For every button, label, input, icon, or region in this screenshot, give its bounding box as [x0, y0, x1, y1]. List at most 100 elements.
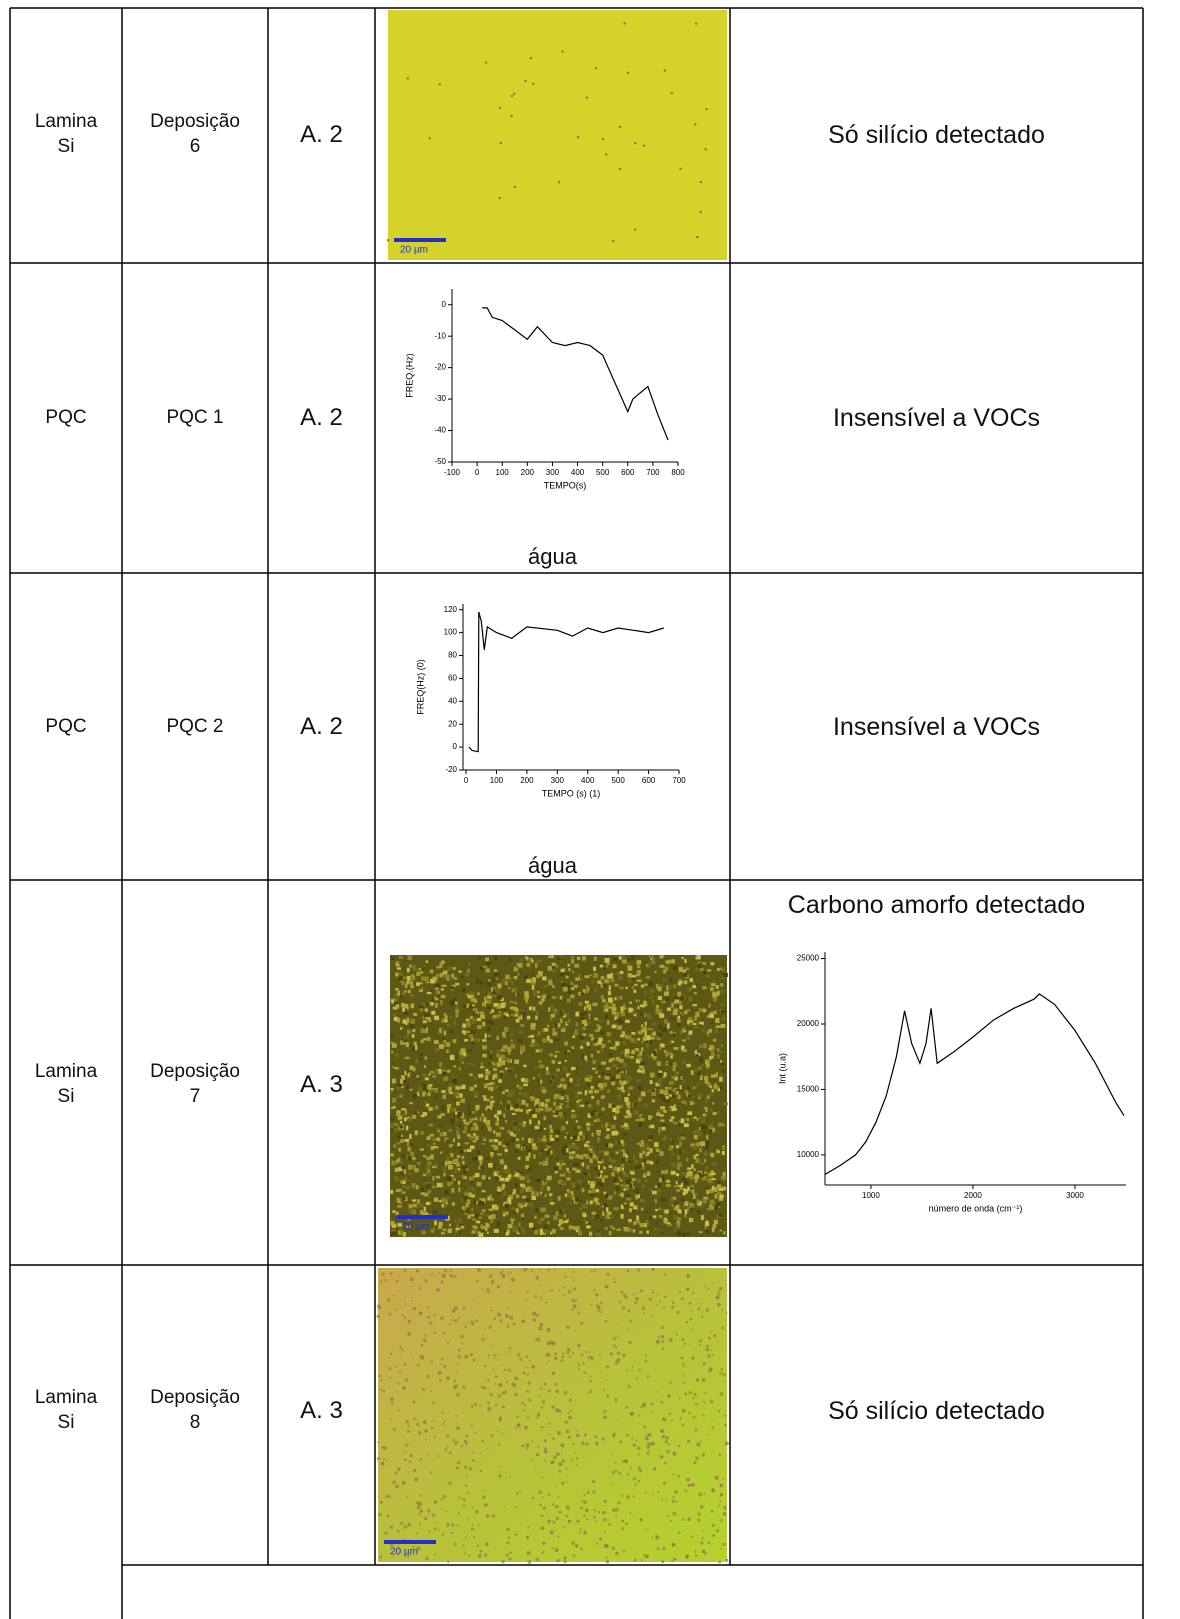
surface-grain: [699, 1205, 704, 1207]
surface-grain: [637, 1006, 639, 1010]
surface-speck: [701, 1316, 703, 1318]
surface-speck: [560, 1359, 563, 1362]
surface-grain: [592, 1042, 594, 1046]
surface-grain: [402, 1154, 405, 1157]
surface-speck: [664, 1273, 667, 1276]
surface-speck: [498, 1474, 501, 1477]
surface-grain: [513, 1189, 516, 1193]
surface-grain: [437, 1183, 442, 1187]
surface-speck: [694, 1461, 697, 1464]
surface-grain: [503, 1034, 506, 1037]
surface-speck: [527, 1527, 529, 1529]
surface-grain: [490, 1096, 493, 1099]
surface-grain: [565, 1050, 568, 1054]
surface-speck: [381, 1380, 383, 1382]
surface-grain: [409, 964, 412, 967]
surface-speck: [400, 1522, 403, 1525]
surface-grain: [723, 973, 728, 977]
surface-speck: [716, 1296, 720, 1300]
surface-speck: [532, 1312, 536, 1316]
surface-grain: [537, 1044, 539, 1046]
surface-speck: [697, 1519, 700, 1522]
surface-grain: [489, 1209, 494, 1211]
surface-grain: [640, 1061, 645, 1065]
surface-grain: [392, 1043, 397, 1047]
surface-speck: [425, 1439, 427, 1441]
surface-speck: [666, 1436, 669, 1439]
surface-grain: [699, 1142, 704, 1145]
surface-grain: [527, 961, 531, 963]
surface-grain: [391, 1000, 394, 1004]
surface-grain: [494, 1115, 497, 1118]
surface-speck: [501, 1560, 505, 1564]
surface-grain: [605, 1015, 608, 1019]
surface-grain: [485, 1034, 487, 1039]
surface-speck: [455, 1415, 457, 1417]
surface-grain: [443, 1079, 447, 1081]
surface-grain: [560, 1084, 563, 1088]
surface-grain: [544, 1149, 548, 1151]
surface-grain: [560, 1174, 565, 1176]
surface-speck: [629, 1320, 632, 1323]
surface-grain: [402, 1191, 406, 1193]
surface-grain: [477, 1150, 480, 1154]
surface-grain: [486, 1157, 489, 1159]
surface-grain: [519, 1092, 521, 1094]
surface-grain: [608, 998, 613, 1003]
surface-speck: [514, 1377, 518, 1381]
surface-grain: [396, 1087, 401, 1090]
surface-speck: [506, 1541, 509, 1544]
surface-grain: [592, 980, 595, 983]
surface-grain: [498, 1141, 502, 1145]
surface-grain: [497, 1036, 499, 1040]
surface-grain: [526, 1156, 530, 1161]
surface-grain: [688, 1171, 693, 1176]
surface-grain: [454, 1220, 456, 1223]
surface-grain: [447, 966, 450, 971]
surface-grain: [584, 975, 589, 978]
surface-grain: [619, 1193, 622, 1196]
surface-grain: [659, 1178, 662, 1183]
surface-grain: [493, 989, 495, 992]
surface-grain: [612, 1064, 617, 1068]
surface-grain: [493, 1130, 495, 1133]
surface-grain: [526, 1147, 528, 1149]
surface-grain: [514, 987, 517, 992]
surface-grain: [514, 976, 518, 979]
surface-grain: [449, 1129, 452, 1132]
surface-speck: [587, 1491, 590, 1494]
surface-speck: [474, 1432, 476, 1434]
surface-grain: [617, 1018, 622, 1021]
surface-grain: [457, 1143, 460, 1146]
surface-grain: [610, 1225, 613, 1228]
surface-grain: [660, 1089, 664, 1094]
x-axis-label: número de onda (cm⁻¹): [929, 1203, 1023, 1213]
surface-grain: [542, 1207, 547, 1212]
surface-grain: [679, 1001, 682, 1005]
surface-grain: [629, 1001, 632, 1004]
surface-grain: [619, 1052, 623, 1055]
surface-grain: [505, 1120, 507, 1123]
surface-grain: [407, 976, 411, 981]
surface-grain: [473, 1133, 475, 1136]
surface-grain: [654, 1142, 658, 1147]
surface-speck: [707, 1434, 709, 1436]
surface-speck: [680, 1357, 683, 1360]
surface-grain: [542, 1162, 546, 1164]
surface-grain: [397, 967, 401, 969]
surface-speck: [404, 1378, 408, 1382]
surface-grain: [506, 1059, 511, 1063]
surface-speck: [541, 1426, 543, 1428]
surface-grain: [545, 1225, 548, 1229]
surface-speck: [467, 1519, 469, 1521]
surface-grain: [622, 1031, 625, 1035]
surface-grain: [558, 1196, 561, 1201]
surface-grain: [514, 1002, 517, 1005]
y-tick-label: 0: [442, 300, 447, 309]
surface-grain: [505, 1204, 509, 1208]
surface-grain: [492, 995, 496, 998]
sample: Deposição 6: [145, 110, 245, 159]
surface-grain: [545, 1107, 549, 1112]
surface-grain: [474, 1092, 478, 1096]
surface-speck: [621, 1527, 624, 1530]
